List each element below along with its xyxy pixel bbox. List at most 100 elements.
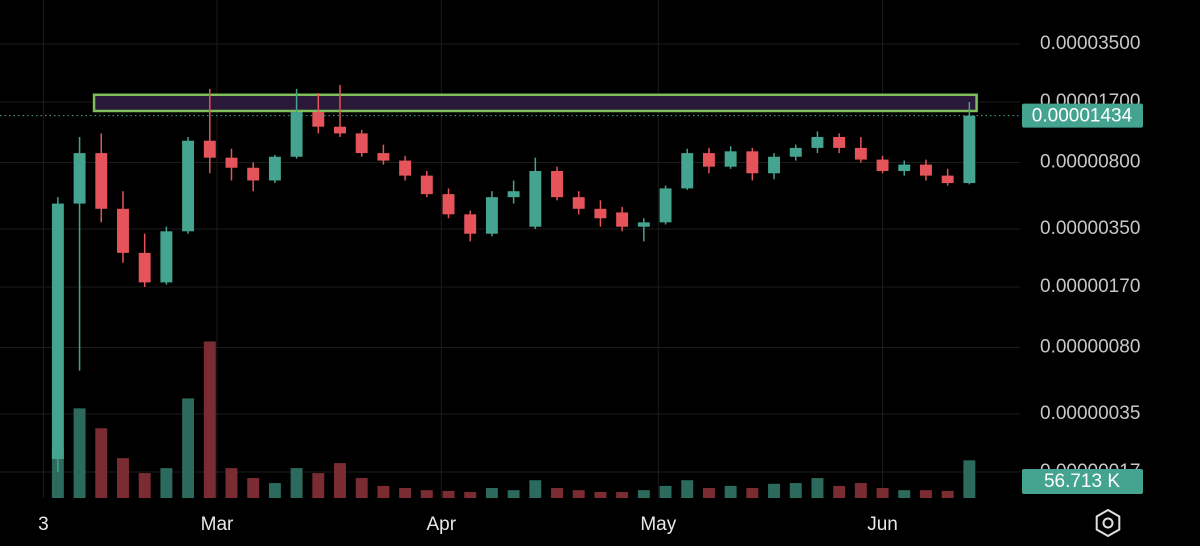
volume-bar xyxy=(529,480,542,498)
candle-body xyxy=(616,212,629,227)
volume-bar xyxy=(616,491,629,498)
volume-bar xyxy=(182,398,195,498)
candle-body xyxy=(334,126,346,134)
volume-bar xyxy=(724,485,737,498)
candle-body xyxy=(420,175,433,195)
volume-bar xyxy=(702,488,715,498)
candle-body xyxy=(637,222,650,227)
volume-bar xyxy=(73,408,86,498)
last-volume-box xyxy=(1022,469,1143,494)
volume-bar xyxy=(95,428,108,498)
volume-bar xyxy=(51,448,64,498)
candle-body xyxy=(355,133,368,154)
last-volume-label: 56.713 K xyxy=(1044,471,1120,492)
volume-bar xyxy=(160,468,173,498)
volume-bar xyxy=(594,491,607,498)
candle-body xyxy=(833,136,846,148)
candle-body xyxy=(724,151,737,167)
candle-body xyxy=(746,151,759,174)
last-price-label: 0.00001434 xyxy=(1032,106,1133,127)
candle-body xyxy=(594,208,607,219)
candle-body xyxy=(399,160,412,176)
price-zone xyxy=(92,93,978,113)
volume-bar xyxy=(138,473,151,498)
candle-body xyxy=(789,147,802,157)
volume-bar xyxy=(485,488,498,498)
hex xyxy=(1095,508,1121,538)
overlay-layer: 0.00001434 56.713 K xyxy=(0,103,1143,494)
y-tick-label: 0.00000080 xyxy=(1040,337,1140,358)
volume-bar xyxy=(117,458,129,498)
settings-icon[interactable] xyxy=(1095,508,1121,538)
volume-bar xyxy=(681,480,694,498)
candle-body xyxy=(811,136,824,148)
volume-bar xyxy=(551,488,563,498)
y-tick-label: 0.00000170 xyxy=(1040,276,1140,297)
volume-bar xyxy=(898,490,911,498)
volume-bar xyxy=(963,460,976,498)
candle-body xyxy=(268,156,281,181)
candle-layer xyxy=(51,85,976,472)
volume-bar xyxy=(941,490,954,498)
candle-body xyxy=(225,157,238,168)
volume-bar xyxy=(464,491,477,498)
candle-body xyxy=(51,203,64,459)
hex-center xyxy=(1102,517,1114,529)
candle-body xyxy=(659,188,672,223)
y-tick-label: 0.00000800 xyxy=(1040,152,1140,173)
x-tick-label: 3 xyxy=(38,514,49,535)
candle-body xyxy=(919,164,932,176)
candle-body xyxy=(898,164,911,172)
volume-bar xyxy=(247,478,260,498)
candle-body xyxy=(182,140,195,232)
x-tick-label: Jun xyxy=(867,514,898,535)
volume-bar xyxy=(290,468,303,498)
volume-bar xyxy=(919,490,932,498)
x-tick-label: Mar xyxy=(201,514,234,535)
volume-bar xyxy=(377,485,390,498)
volume-bar xyxy=(746,488,759,498)
volume-bar xyxy=(637,490,650,498)
candle-body xyxy=(95,153,108,209)
candle-body xyxy=(138,252,151,283)
volume-bar xyxy=(442,490,455,498)
candle-body xyxy=(485,197,498,234)
x-tick-label: Apr xyxy=(426,514,456,535)
candle-body xyxy=(681,153,694,189)
volume-bar xyxy=(768,483,781,498)
candle-body xyxy=(312,112,325,127)
volume-bar xyxy=(420,490,433,498)
candle-body xyxy=(507,191,520,198)
volume-bar xyxy=(399,488,412,498)
volume-bar xyxy=(572,490,585,498)
volume-bar xyxy=(312,473,325,498)
candle-body xyxy=(442,194,455,215)
volume-bar xyxy=(789,483,802,498)
candle-body xyxy=(941,175,954,184)
zone-layer xyxy=(92,93,978,113)
candle-body xyxy=(702,153,715,167)
volume-bar xyxy=(876,488,889,498)
candle-body xyxy=(572,197,585,209)
volume-bar xyxy=(225,468,238,498)
volume-bar xyxy=(203,341,216,498)
candle-body xyxy=(117,208,129,253)
candle-body xyxy=(529,171,542,227)
volume-layer xyxy=(51,341,976,498)
candle-body xyxy=(73,153,86,204)
volume-bar xyxy=(507,490,520,498)
y-tick-label: 0.00000350 xyxy=(1040,218,1140,239)
candle-body xyxy=(377,153,390,161)
candle-body xyxy=(854,147,867,160)
candle-body xyxy=(290,112,303,157)
candle-body xyxy=(876,159,889,172)
candle-body xyxy=(247,167,260,181)
last-price-box xyxy=(1022,103,1143,128)
volume-bar xyxy=(854,483,867,498)
candle-body xyxy=(464,214,477,234)
y-tick-label: 0.00003500 xyxy=(1040,33,1140,54)
volume-bar xyxy=(355,478,368,498)
x-tick-label: May xyxy=(640,514,676,535)
candle-body xyxy=(203,140,216,158)
